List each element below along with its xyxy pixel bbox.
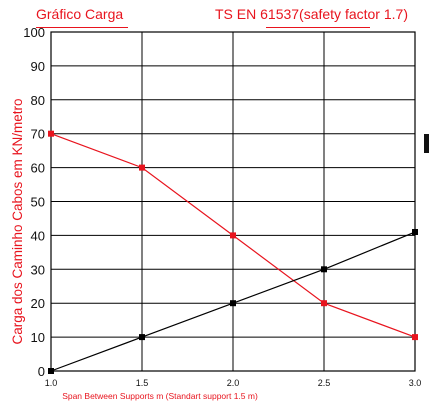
y-tick-label: 60	[31, 161, 45, 176]
y-tick-label: 40	[31, 228, 45, 243]
y-tick-label: 90	[31, 59, 45, 74]
series-1-point	[412, 334, 418, 341]
x-tick-label: 2.5	[318, 378, 331, 388]
y-tick-label: 20	[31, 296, 45, 311]
chart-subtitle-underline	[266, 27, 370, 28]
series-1-point	[139, 164, 145, 171]
x-tick-label: 1.5	[136, 378, 149, 388]
y-tick-label: 80	[31, 93, 45, 108]
series-2-point	[412, 229, 418, 236]
chart-title-underline	[36, 27, 128, 28]
y-tick-label: 100	[23, 25, 45, 40]
x-axis-label: Span Between Supports m (Standart suppor…	[62, 391, 258, 401]
series-1-point	[321, 300, 327, 307]
y-tick-label: 50	[31, 195, 45, 210]
side-bar-mark	[424, 134, 429, 153]
chart-title: Gráfico Carga	[36, 6, 124, 22]
x-tick-label: 1.0	[45, 378, 58, 388]
y-tick-label: 70	[31, 127, 45, 142]
series-2-point	[230, 300, 236, 307]
series-1-point	[230, 232, 236, 239]
y-tick-label: 0	[38, 364, 45, 379]
series-2-point	[321, 266, 327, 273]
series-2-point	[139, 334, 145, 341]
y-tick-label: 10	[31, 330, 45, 345]
plot-frame	[50, 31, 416, 372]
x-tick-label: 2.0	[227, 378, 240, 388]
y-tick-label: 30	[31, 262, 45, 277]
series-2-point	[48, 368, 54, 374]
series-1-point	[48, 130, 54, 137]
y-axis-label: Carga dos Caminho Cabos em KN/metro	[10, 98, 25, 344]
chart-subtitle: TS EN 61537(safety factor 1.7)	[215, 6, 408, 22]
x-tick-label: 3.0	[409, 378, 422, 388]
